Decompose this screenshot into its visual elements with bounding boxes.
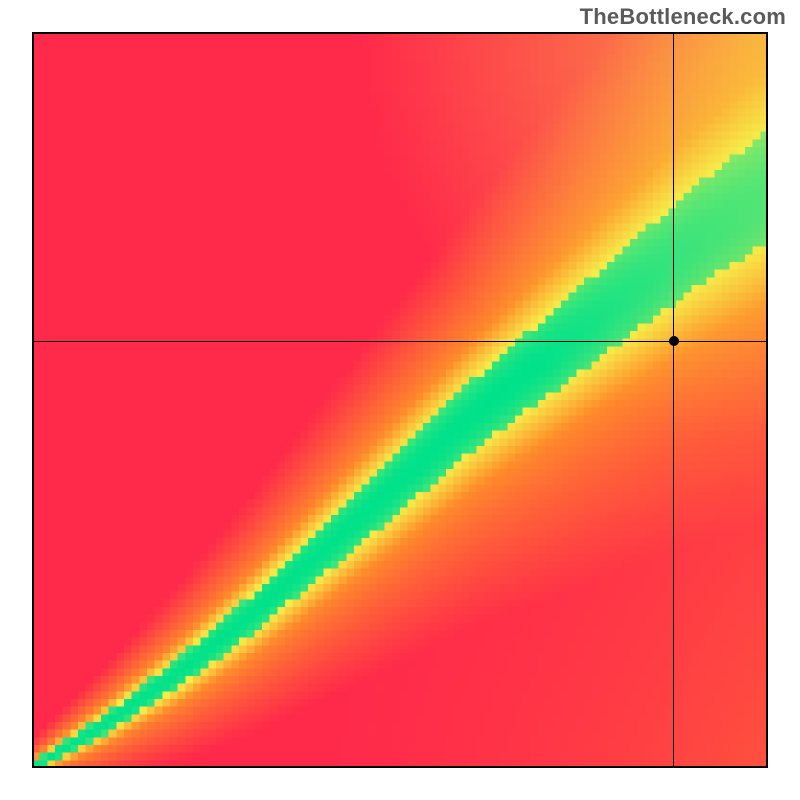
crosshair-vertical <box>673 32 674 768</box>
plot-border <box>32 32 768 768</box>
crosshair-marker <box>669 336 679 346</box>
crosshair-horizontal <box>32 341 768 342</box>
watermark-text: TheBottleneck.com <box>580 4 786 30</box>
